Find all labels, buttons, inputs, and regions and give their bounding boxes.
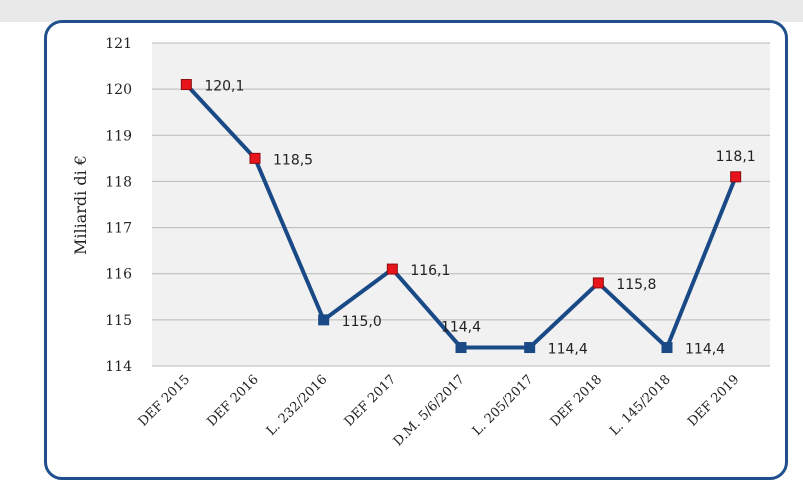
- data-point-marker: [180, 79, 192, 91]
- x-axis-ticks: DEF 2015 DEF 2016 L. 232/2016 DEF 2017D.M. …: [136, 372, 743, 449]
- y-tick-label: 117: [105, 221, 132, 237]
- y-axis-label: Miliardi di €: [71, 155, 90, 255]
- x-tick-label: L. 205/2017: [470, 372, 537, 439]
- x-tick-label: DEF 2017: [342, 372, 399, 429]
- x-tick-label: DEF 2015: [136, 372, 193, 429]
- data-label: 118,5: [273, 152, 313, 168]
- data-label: 120,1: [204, 79, 244, 95]
- data-label: 114,4: [441, 320, 481, 336]
- y-tick-label: 120: [105, 82, 132, 98]
- data-point-marker: [661, 342, 673, 354]
- data-label: 115,8: [616, 277, 656, 293]
- y-tick-label: 119: [105, 128, 132, 144]
- x-tick-label: D.M. 5/6/2017: [391, 372, 468, 449]
- data-label: 114,4: [548, 342, 588, 358]
- y-tick-label: 121: [105, 36, 132, 52]
- y-tick-label: 115: [105, 313, 132, 329]
- data-point-marker: [386, 263, 398, 275]
- gridlines: [152, 42, 770, 367]
- data-point-marker: [455, 342, 467, 354]
- markers: [180, 79, 742, 354]
- data-point-marker: [730, 171, 742, 183]
- x-tick-label: L. 232/2016: [264, 372, 331, 439]
- data-labels: 120,1 118,5 115,0 116,1 114,4 114,4 115,8 114,4…: [204, 79, 755, 358]
- top-strip: [0, 0, 803, 22]
- data-label: 115,0: [342, 314, 382, 330]
- plot-area: [152, 43, 770, 366]
- data-label: 116,1: [410, 263, 450, 279]
- y-tick-label: 118: [105, 174, 132, 190]
- y-axis-ticks: 114 115 116 117 118 119 120 121: [105, 36, 132, 375]
- data-point-marker: [249, 152, 261, 164]
- data-label: 114,4: [685, 342, 725, 358]
- x-tick-label: DEF 2018: [548, 372, 605, 429]
- x-tick-label: L. 145/2018: [607, 372, 674, 439]
- data-label: 118,1: [716, 149, 756, 165]
- data-point-marker: [318, 314, 330, 326]
- x-tick-label: DEF 2016: [204, 372, 261, 429]
- x-tick-label: DEF 2019: [685, 372, 742, 429]
- data-point-marker: [524, 342, 536, 354]
- data-point-marker: [592, 277, 604, 289]
- y-tick-label: 116: [105, 267, 132, 283]
- y-tick-label: 114: [105, 359, 132, 375]
